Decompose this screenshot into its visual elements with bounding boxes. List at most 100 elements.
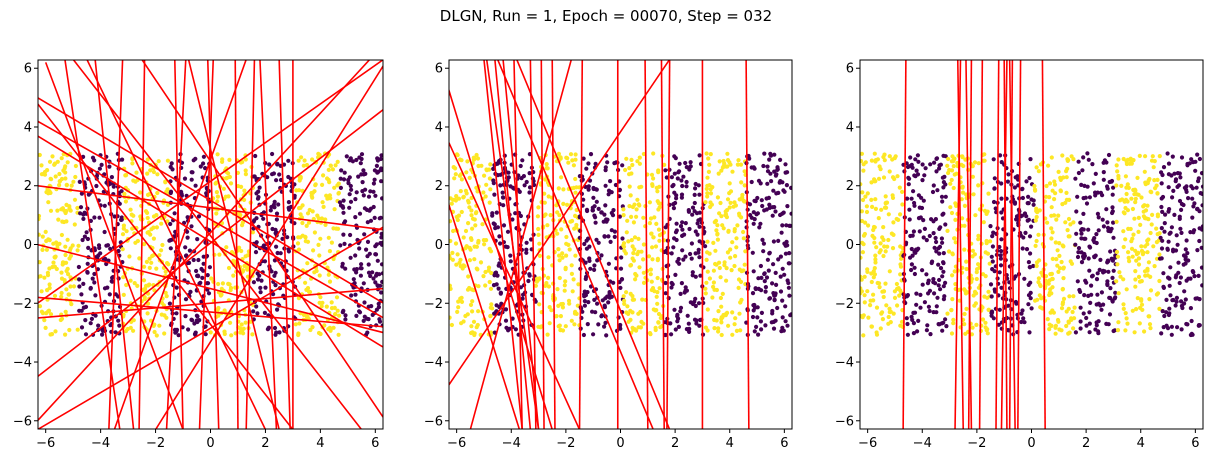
scatter-point — [1166, 185, 1171, 190]
scatter-point — [227, 157, 232, 162]
scatter-point — [1099, 307, 1104, 312]
scatter-point — [652, 215, 657, 220]
scatter-point — [1076, 250, 1081, 255]
scatter-point — [470, 226, 475, 231]
scatter-point — [892, 289, 898, 294]
scatter-point — [327, 249, 332, 254]
scatter-point — [458, 189, 463, 194]
scatter-point — [964, 259, 969, 264]
scatter-point — [973, 213, 978, 218]
scatter-point — [220, 281, 225, 286]
scatter-point — [1151, 165, 1156, 170]
x-tick-label: −6 — [36, 436, 55, 451]
scatter-point — [92, 271, 97, 277]
scatter-point — [766, 268, 771, 273]
scatter-point — [1088, 245, 1093, 250]
scatter-point — [316, 242, 321, 247]
scatter-point — [676, 324, 682, 329]
scatter-point — [628, 308, 633, 313]
scatter-point — [472, 257, 477, 262]
scatter-point — [1079, 236, 1084, 241]
scatter-point — [1179, 230, 1184, 235]
scatter-point — [873, 197, 878, 202]
scatter-point — [1162, 313, 1167, 319]
scatter-point — [543, 212, 548, 217]
scatter-point — [320, 300, 325, 305]
scatter-point — [1111, 268, 1116, 273]
scatter-point — [229, 333, 234, 338]
scatter-point — [452, 176, 457, 181]
scatter-point — [42, 318, 47, 323]
scatter-point — [992, 186, 997, 191]
scatter-point — [1074, 209, 1079, 214]
scatter-point — [612, 161, 617, 166]
scatter-point — [335, 159, 340, 164]
scatter-point — [1073, 330, 1078, 335]
scatter-point — [1126, 255, 1131, 260]
scatter-point — [526, 278, 531, 284]
scatter-point — [893, 154, 898, 159]
scatter-point — [1121, 210, 1126, 215]
scatter-point — [120, 232, 126, 237]
scatter-point — [151, 169, 156, 175]
scatter-point — [671, 245, 676, 250]
scatter-point — [881, 225, 886, 230]
scatter-point — [187, 248, 192, 253]
scatter-point — [914, 168, 919, 173]
scatter-point — [1110, 192, 1115, 197]
scatter-point — [946, 249, 952, 254]
scatter-point — [357, 246, 362, 251]
scatter-point — [257, 185, 262, 190]
scatter-point — [286, 158, 291, 163]
scatter-point — [519, 176, 524, 181]
scatter-point — [1022, 320, 1027, 325]
scatter-point — [759, 327, 764, 332]
scatter-point — [648, 272, 653, 277]
scatter-point — [1121, 277, 1126, 282]
scatter-point — [564, 234, 569, 240]
scatter-point — [584, 246, 590, 251]
boundary-line — [956, 60, 965, 429]
scatter-point — [38, 213, 42, 219]
scatter-point — [627, 204, 632, 209]
scatter-point — [690, 270, 695, 275]
scatter-point — [547, 321, 552, 326]
scatter-point — [992, 176, 997, 181]
scatter-point — [778, 274, 783, 279]
scatter-point — [1026, 260, 1031, 265]
scatter-point — [81, 216, 86, 221]
scatter-point — [504, 325, 509, 330]
scatter-point — [571, 277, 576, 282]
scatter-point — [305, 261, 310, 266]
scatter-point — [1029, 197, 1034, 202]
scatter-point — [474, 210, 479, 215]
scatter-point — [545, 332, 550, 337]
scatter-point — [997, 244, 1002, 250]
scatter-point — [536, 324, 541, 329]
scatter-point — [656, 168, 661, 173]
scatter-point — [678, 309, 683, 314]
y-tick-label: −6 — [13, 414, 32, 429]
scatter-point — [154, 266, 159, 271]
scatter-point — [672, 307, 677, 312]
scatter-point — [471, 319, 477, 324]
scatter-point — [1159, 204, 1164, 210]
scatter-point — [469, 324, 474, 329]
scatter-point — [692, 317, 698, 322]
scatter-point — [340, 264, 345, 269]
scatter-point — [632, 235, 638, 240]
scatter-point — [535, 214, 541, 219]
scatter-point — [1115, 254, 1120, 259]
boundary-line — [449, 141, 581, 429]
scatter-point — [1071, 220, 1076, 225]
scatter-point — [334, 295, 340, 300]
scatter-point — [306, 220, 312, 225]
scatter-point — [718, 275, 723, 280]
scatter-point — [327, 325, 332, 330]
scatter-point — [449, 201, 454, 206]
scatter-point — [918, 305, 923, 310]
scatter-point — [860, 255, 863, 260]
scatter-point — [285, 235, 290, 240]
scatter-point — [467, 205, 472, 210]
scatter-point — [1106, 269, 1111, 274]
